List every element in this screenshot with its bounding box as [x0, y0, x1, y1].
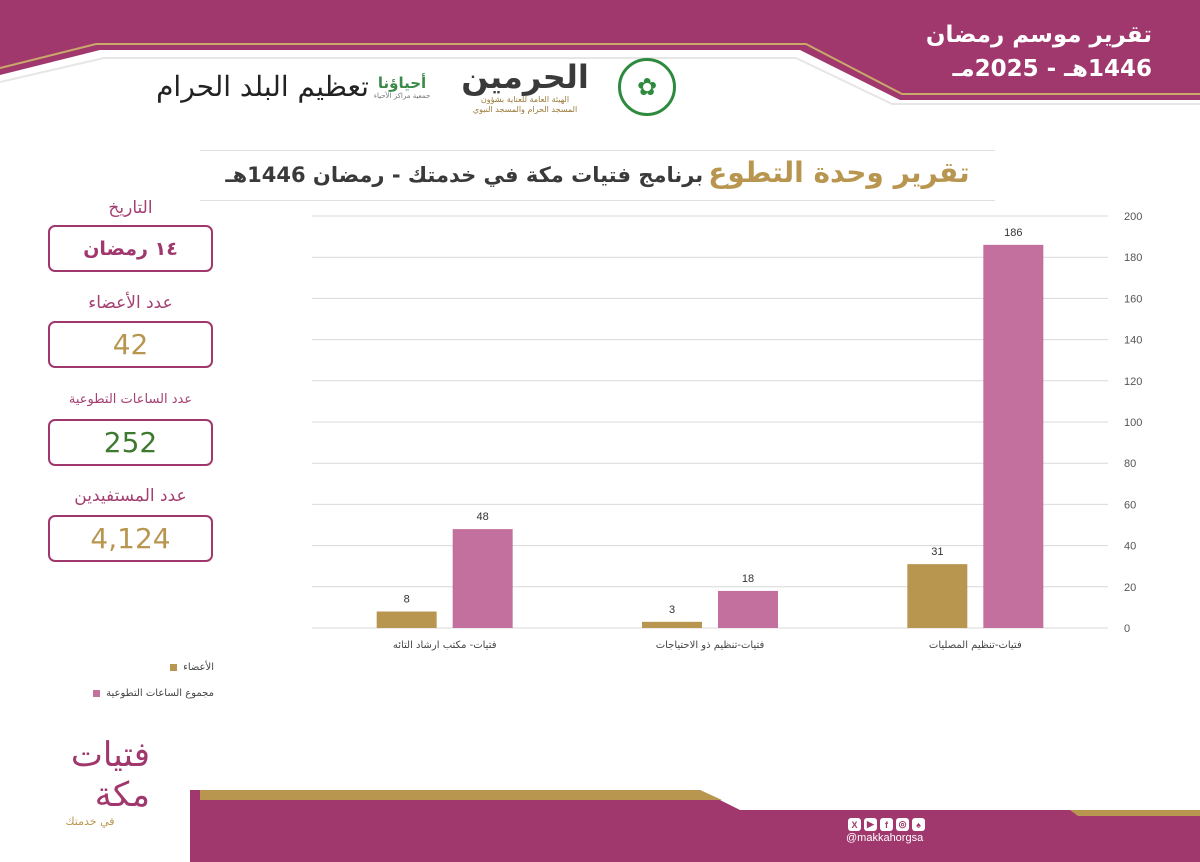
- y-tick-label: 40: [1124, 541, 1136, 553]
- data-label: 3: [669, 604, 675, 616]
- bar-hours: [452, 529, 513, 628]
- haramain-logo-subtitle: الهيئة العامة للعناية بشؤون: [480, 95, 570, 104]
- legend-swatch-hours: [93, 690, 101, 697]
- header-banner: [0, 0, 1200, 105]
- members-box: 42: [48, 321, 213, 368]
- chart-labels: 0 20 40 60 80 100 120 140 160 180 200 186 31 فتيات-تن…: [393, 211, 1143, 651]
- y-tick-label: 200: [1124, 211, 1142, 223]
- fatayat-logo-text: فتيات مكة: [70, 735, 150, 815]
- hours-value: 252: [103, 426, 158, 459]
- snapchat-icon[interactable]: ♠: [912, 818, 925, 831]
- bar-members: [376, 611, 437, 628]
- y-tick-label: 80: [1124, 458, 1136, 470]
- chart-grid: [312, 215, 1108, 629]
- seal-logo: ✿: [610, 56, 684, 118]
- chart-bars: [376, 244, 1044, 628]
- tazeem-logo: تعظيم البلد الحرام: [156, 56, 369, 118]
- ihyauna-logo-text: أحياؤنا: [377, 73, 427, 92]
- haramain-logo-subtitle-2: المسجد الحرام والمسجد النبوي: [472, 105, 578, 114]
- data-label: 31: [931, 546, 943, 558]
- page-title: تقرير وحدة التطوع برنامج فتيات مكة في خد…: [200, 150, 995, 200]
- legend-label-hours: مجموع الساعات التطوعية: [106, 688, 214, 699]
- social-handle[interactable]: @makkahorgsa: [846, 832, 924, 844]
- bar-members: [907, 564, 968, 628]
- facebook-icon[interactable]: f: [880, 818, 893, 831]
- title-divider-bottom: [200, 200, 995, 201]
- legend-item-hours: مجموع الساعات التطوعية: [54, 688, 214, 699]
- date-value: ١٤ رمضان: [83, 237, 178, 260]
- fatayat-logo: فتيات مكة في خدمتك: [30, 735, 150, 828]
- report-title-line2: 1446هـ - 2025مـ: [952, 56, 1152, 82]
- data-label: 48: [477, 511, 489, 523]
- ihyauna-logo: أحياؤنا جمعية مراكز الأحياء: [362, 56, 442, 118]
- y-tick-label: 20: [1124, 582, 1136, 594]
- legend-label-members: الأعضاء: [183, 662, 214, 673]
- beneficiaries-value: 4,124: [90, 522, 171, 555]
- beneficiaries-label: عدد المستفيدين: [74, 486, 187, 506]
- data-label: 186: [1004, 227, 1022, 239]
- x-icon[interactable]: X: [848, 818, 861, 831]
- hours-label: عدد الساعات التطوعية: [68, 392, 193, 407]
- legend-swatch-members: [170, 664, 178, 671]
- tazeem-logo-text: تعظيم البلد الحرام: [156, 70, 369, 103]
- date-box: ١٤ رمضان: [48, 225, 213, 272]
- data-label: 8: [404, 594, 410, 606]
- title-divider-top: [200, 150, 995, 151]
- legend-item-members: الأعضاء: [54, 662, 214, 673]
- y-tick-label: 60: [1124, 499, 1136, 511]
- y-tick-label: 120: [1124, 376, 1142, 388]
- y-tick-label: 0: [1124, 623, 1130, 635]
- y-tick-label: 100: [1124, 417, 1142, 429]
- bar-hours: [718, 590, 778, 628]
- report-title-line1: تقرير موسم رمضان: [925, 22, 1152, 48]
- date-label: التاريخ: [108, 198, 153, 218]
- y-tick-label: 140: [1124, 335, 1142, 347]
- youtube-icon[interactable]: ▶: [864, 818, 877, 831]
- haramain-logo: الحرمين الهيئة العامة للعناية بشؤون المس…: [455, 56, 595, 118]
- haramain-logo-text: الحرمين: [461, 58, 589, 96]
- footer-banner: [190, 790, 1200, 862]
- seal-icon: ✿: [618, 58, 676, 116]
- page-title-rest: برنامج فتيات مكة في خدمتك - رمضان 1446هـ: [225, 163, 704, 187]
- bar-members: [642, 621, 702, 628]
- members-label: عدد الأعضاء: [88, 293, 173, 313]
- report-title: تقرير موسم رمضان 1446هـ - 2025مـ: [926, 18, 1152, 86]
- beneficiaries-box: 4,124: [48, 515, 213, 562]
- bar-hours: [983, 244, 1044, 628]
- social-icons: X ▶ f ◎ ♠: [848, 818, 938, 831]
- y-tick-label: 180: [1124, 252, 1142, 264]
- category-label: فتيات-تنظيم ذو الاحتياجات: [656, 640, 765, 651]
- page-title-accent: تقرير وحدة التطوع: [708, 156, 970, 189]
- category-label: فتيات- مكتب ارشاد التائه: [393, 640, 497, 651]
- category-label: فتيات-تنظيم المصليات: [929, 640, 1022, 651]
- ihyauna-logo-subtitle: جمعية مراكز الأحياء: [373, 91, 431, 100]
- y-tick-label: 160: [1124, 293, 1142, 305]
- hours-box: 252: [48, 419, 213, 466]
- fatayat-logo-subtitle: في خدمتك: [65, 815, 115, 828]
- data-label: 18: [742, 573, 754, 585]
- instagram-icon[interactable]: ◎: [896, 818, 909, 831]
- members-value: 42: [112, 328, 149, 361]
